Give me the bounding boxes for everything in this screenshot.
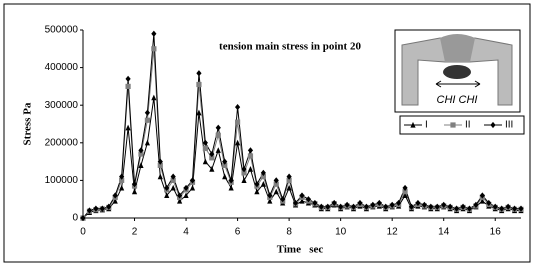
legend-label: III (505, 120, 513, 131)
x-tick-label: 6 (235, 227, 241, 238)
marker (248, 153, 253, 158)
y-tick-label: 500000 (45, 25, 79, 36)
x-tick-label: 8 (286, 227, 292, 238)
x-tick-label: 0 (80, 227, 86, 238)
marker (216, 133, 221, 138)
x-tick-label: 4 (183, 227, 189, 238)
y-tick-label: 100000 (45, 175, 79, 186)
x-tick-label: 16 (490, 227, 502, 238)
marker (196, 82, 201, 87)
marker (151, 46, 156, 51)
inset-label: CHI CHI (437, 94, 478, 106)
chart-title: tension main stress in point 20 (219, 41, 361, 53)
inset: CHI CHI (395, 30, 520, 112)
x-tick-label: 14 (438, 227, 450, 238)
x-tick-label: 12 (387, 227, 399, 238)
legend-label: I (425, 120, 428, 131)
legend-label: II (465, 120, 471, 131)
inset-core (443, 65, 471, 79)
marker (450, 122, 455, 127)
marker (125, 84, 130, 89)
marker (145, 118, 150, 123)
y-tick-label: 200000 (45, 137, 79, 148)
x-axis-label: Time sec (277, 244, 324, 256)
chart: tension main stress in point 20 Stress P… (0, 0, 534, 266)
x-tick-label: 10 (335, 227, 347, 238)
y-tick-label: 300000 (45, 100, 79, 111)
y-tick-label: 0 (72, 213, 78, 224)
marker (203, 146, 208, 151)
y-tick-label: 400000 (45, 62, 79, 73)
inset-dome (440, 34, 475, 62)
marker (235, 120, 240, 125)
y-axis-label: Stress Pa (22, 102, 34, 145)
x-tick-label: 2 (132, 227, 138, 238)
